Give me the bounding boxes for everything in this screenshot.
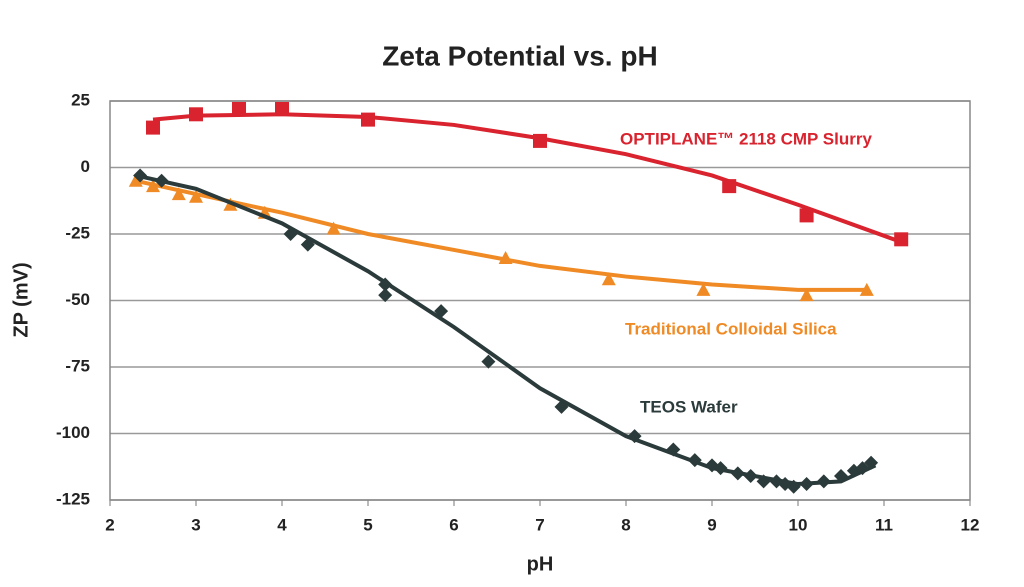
marker <box>713 461 728 476</box>
marker <box>743 469 758 484</box>
x-axis-label: pH <box>527 553 554 575</box>
x-tick-label: 3 <box>191 515 200 534</box>
marker <box>300 237 315 252</box>
x-tick-label: 2 <box>105 515 114 534</box>
y-tick-label: 0 <box>81 157 90 176</box>
marker <box>189 107 203 122</box>
marker <box>361 112 375 127</box>
marker <box>894 232 909 247</box>
x-tick-label: 11 <box>875 515 893 534</box>
y-tick-label: -25 <box>65 223 90 242</box>
marker <box>601 272 616 286</box>
marker <box>146 120 160 135</box>
marker <box>533 133 547 148</box>
x-tick-label: 7 <box>535 515 544 534</box>
y-tick-label: -100 <box>56 423 90 442</box>
series-label: Traditional Colloidal Silica <box>625 319 837 338</box>
x-tick-label: 12 <box>961 515 980 534</box>
plot-frame <box>109 100 971 501</box>
marker <box>434 304 449 319</box>
marker <box>154 173 169 188</box>
marker <box>133 168 148 183</box>
marker <box>554 399 569 414</box>
marker <box>378 277 393 292</box>
marker <box>666 442 681 457</box>
y-axis-label: ZP (mV) <box>10 262 32 337</box>
y-tick-label: 25 <box>71 90 90 109</box>
marker <box>786 479 801 494</box>
marker <box>378 288 393 303</box>
marker <box>171 187 186 201</box>
y-tick-label: -50 <box>65 290 90 309</box>
fit-line <box>135 178 867 292</box>
x-tick-label: 10 <box>789 515 808 534</box>
x-tick-label: 9 <box>707 515 716 534</box>
series-label: TEOS Wafer <box>640 397 738 416</box>
marker <box>687 453 702 468</box>
chart-title: Zeta Potential vs. pH <box>382 40 657 71</box>
marker <box>275 101 289 116</box>
y-tick-label: -75 <box>65 356 90 375</box>
x-tick-label: 5 <box>363 515 372 534</box>
marker <box>627 429 642 444</box>
marker <box>859 282 874 296</box>
y-tick-label: -125 <box>56 489 90 508</box>
marker <box>864 455 879 470</box>
marker <box>326 221 341 235</box>
marker <box>481 354 496 369</box>
marker <box>799 288 814 302</box>
series-label: OPTIPLANE™ 2118 CMP Slurry <box>620 129 872 148</box>
marker <box>232 101 246 116</box>
marker <box>799 208 814 223</box>
marker <box>128 173 143 187</box>
marker <box>816 474 831 489</box>
x-tick-label: 8 <box>621 515 630 534</box>
marker <box>189 189 203 203</box>
marker <box>498 250 513 264</box>
marker <box>756 474 771 489</box>
marker <box>730 466 745 481</box>
marker <box>799 477 814 492</box>
x-tick-label: 4 <box>277 515 287 534</box>
marker <box>834 469 848 484</box>
marker <box>146 179 160 193</box>
marker <box>696 282 711 296</box>
x-tick-label: 6 <box>449 515 458 534</box>
marker <box>722 179 737 194</box>
marker <box>283 227 298 241</box>
